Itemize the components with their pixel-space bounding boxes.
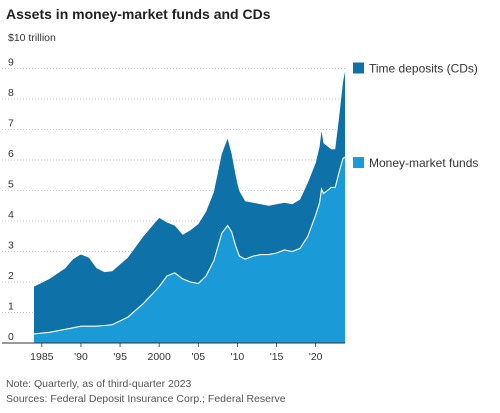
y-tick-label: 2 [8,270,14,282]
legend-label: Time deposits (CDs) [369,62,478,76]
x-tick-label: '95 [113,351,127,363]
y-tick-label: 7 [8,118,14,130]
y-unit-label: $10 trillion [8,32,56,44]
x-tick-label: '15 [270,351,284,363]
money-market-area [34,157,345,343]
x-tick-label: '05 [191,351,205,363]
chart-sources: Sources: Federal Deposit Insurance Corp.… [6,393,286,405]
y-tick-label: 3 [8,240,14,252]
legend-swatch [353,157,364,169]
legend-swatch [353,62,364,74]
y-tick-label: 6 [8,148,14,160]
y-tick-label: 1 [8,301,14,313]
x-tick-label: 1985 [30,351,54,363]
x-tick-label: '10 [231,351,245,363]
y-tick-label: 5 [8,179,14,191]
x-tick-label: 2000 [148,351,172,363]
y-tick-label: 8 [8,87,14,99]
y-tick-label: 9 [8,57,14,69]
y-tick-label: 4 [8,209,14,221]
y-tick-label: 0 [8,331,14,343]
x-tick-label: '20 [309,351,323,363]
chart-title: Assets in money-market funds and CDs [6,6,271,22]
series-boundary-line [33,156,346,335]
chart-note: Note: Quarterly, as of third-quarter 202… [6,378,192,390]
x-tick-label: '90 [74,351,88,363]
legend-label: Money-market funds [369,156,478,170]
